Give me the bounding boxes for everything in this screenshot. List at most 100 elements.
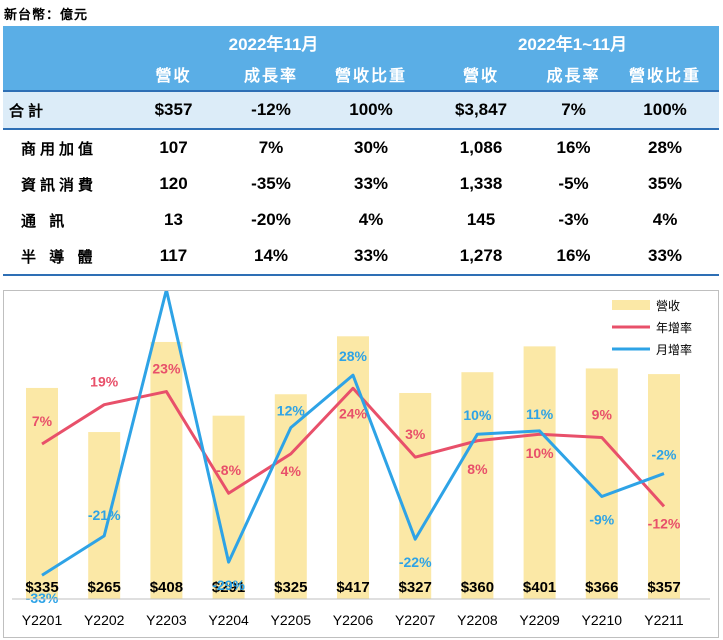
row-label: 商用加值 — [21, 139, 98, 158]
x-tick-label: Y2209 — [519, 612, 560, 628]
x-tick-label: Y2201 — [22, 612, 63, 628]
x-tick-label: Y2210 — [582, 612, 623, 628]
cell-growth-ytd: 7% — [536, 90, 612, 130]
revenue-bar — [274, 394, 307, 599]
legend-label-revenue: 營收 — [656, 299, 680, 313]
cell-share-month: 33% — [316, 238, 427, 276]
cell-share-ytd: 100% — [611, 90, 720, 130]
cell-growth-ytd: 16% — [536, 238, 612, 276]
table-row-total: 合計 $357 -12% 100% $3,847 7% 100% — [3, 90, 720, 130]
revenue-chart: $335 $265 $408 $291 $325 $417 $327 $360 $401 $366… — [3, 290, 719, 638]
mom-growth-line — [41, 291, 665, 577]
cell-revenue-month: $357 — [121, 90, 226, 130]
legend-label-yoy: 年增率 — [656, 320, 692, 335]
revenue-bar — [212, 415, 245, 599]
x-tick-label: Y2203 — [146, 612, 187, 628]
mom-data-label: -22% — [399, 554, 432, 570]
mom-data-label: 10% — [463, 407, 492, 423]
row-label: 合計 — [3, 90, 121, 130]
mom-data-label: -33% — [26, 590, 59, 606]
revenue-data-label: $401 — [523, 579, 556, 596]
col-growth-month: 成長率 — [226, 58, 316, 91]
mom-data-label: 28% — [339, 348, 368, 364]
cell-revenue-month: 13 — [164, 210, 183, 229]
revenue-data-label: $327 — [399, 579, 432, 596]
table-row: 資訊消費 120 -35% 33% 1,338 -5% 35% — [3, 166, 719, 202]
cell-revenue-month: 120 — [159, 174, 188, 193]
cell-growth-month: -12% — [226, 90, 316, 130]
cell-share-month: 30% — [354, 138, 389, 157]
cell-growth-ytd: -5% — [558, 174, 589, 193]
cell-revenue-ytd: 1,278 — [426, 238, 537, 276]
table-column-header: 營收 成長率 營收比重 營收 成長率 營收比重 — [3, 58, 720, 91]
yoy-data-label: 9% — [592, 406, 613, 422]
cell-growth-month: -20% — [251, 210, 291, 229]
yoy-data-label: 3% — [405, 426, 426, 442]
yoy-data-label: 8% — [467, 461, 488, 477]
mom-data-label: -29% — [212, 577, 245, 593]
cell-revenue-ytd: 1,086 — [459, 138, 503, 157]
row-label: 半 導 體 — [3, 238, 121, 276]
mom-data-label: -21% — [88, 507, 121, 523]
col-revenue-month: 營收 — [121, 58, 226, 91]
revenue-data-label: $360 — [461, 579, 494, 596]
revenue-bar — [150, 341, 183, 599]
yoy-data-label: 24% — [339, 405, 368, 421]
cell-growth-ytd: -3% — [558, 210, 589, 229]
mom-data-label: -9% — [589, 512, 614, 528]
revenue-data-label: $291 — [212, 579, 245, 596]
x-tick-label: Y2207 — [395, 612, 436, 628]
cell-share-ytd: 35% — [648, 174, 683, 193]
x-tick-label: Y2206 — [333, 612, 374, 628]
cell-growth-month: 7% — [258, 138, 284, 157]
cell-growth-month: -35% — [251, 174, 291, 193]
cell-revenue-ytd: 1,338 — [459, 174, 503, 193]
revenue-bar — [88, 432, 121, 599]
cell-share-ytd: 28% — [648, 138, 683, 157]
cell-revenue-ytd: $3,847 — [426, 90, 537, 130]
cell-share-ytd: 33% — [611, 238, 720, 276]
table-row: 通 訊 13 -20% 4% 145 -3% 4% — [3, 202, 719, 238]
group-header-month: 2022年11月 — [121, 26, 427, 58]
legend-swatch-revenue — [612, 300, 650, 310]
table-row: 半 導 體 117 14% 33% 1,278 16% 33% — [3, 238, 720, 276]
col-revenue-ytd: 營收 — [426, 58, 537, 91]
yoy-data-label: -12% — [648, 515, 681, 531]
cell-revenue-month: 107 — [159, 138, 188, 157]
cell-share-month: 100% — [316, 90, 427, 130]
revenue-data-label: $408 — [150, 579, 183, 596]
cell-revenue-month: 117 — [121, 238, 226, 276]
revenue-bar — [648, 374, 680, 599]
col-share-ytd: 營收比重 — [611, 58, 720, 91]
revenue-data-label: $357 — [647, 579, 680, 596]
yoy-data-label: 7% — [32, 413, 53, 429]
revenue-bar — [523, 346, 556, 599]
yoy-data-label: 4% — [281, 463, 302, 479]
cell-revenue-ytd: 145 — [466, 210, 496, 229]
legend-label-mom: 月增率 — [656, 342, 692, 357]
group-header-ytd: 2022年1~11月 — [426, 26, 720, 58]
mom-data-label: 11% — [526, 406, 554, 422]
cell-share-ytd: 4% — [652, 210, 678, 229]
yoy-data-label: -8% — [216, 462, 241, 478]
x-tick-label: Y2204 — [208, 612, 249, 628]
x-tick-label: Y2205 — [271, 612, 312, 628]
revenue-bar — [399, 392, 432, 599]
revenue-data-label: $366 — [585, 579, 618, 596]
col-share-month: 營收比重 — [316, 58, 427, 91]
cell-growth-ytd: 16% — [556, 138, 591, 157]
revenue-data-label: $335 — [25, 579, 58, 596]
summary-table: 2022年11月 2022年1~11月 營收 成長率 營收比重 營收 成長率 營… — [3, 26, 720, 276]
revenue-data-label: $265 — [88, 579, 121, 596]
revenue-bar — [337, 336, 369, 599]
revenue-data-label: $417 — [336, 579, 369, 596]
table-group-header: 2022年11月 2022年1~11月 — [3, 26, 720, 58]
yoy-growth-line — [41, 386, 666, 508]
x-tick-label: Y2208 — [457, 612, 498, 628]
revenue-data-label: $325 — [274, 579, 307, 596]
yoy-data-label: 10% — [526, 445, 555, 461]
cell-share-month: 4% — [358, 210, 384, 229]
chart-canvas: $335 $265 $408 $291 $325 $417 $327 $360 $401 $366… — [12, 291, 710, 628]
mom-data-label: -2% — [652, 447, 677, 463]
yoy-data-label: 23% — [152, 361, 181, 377]
